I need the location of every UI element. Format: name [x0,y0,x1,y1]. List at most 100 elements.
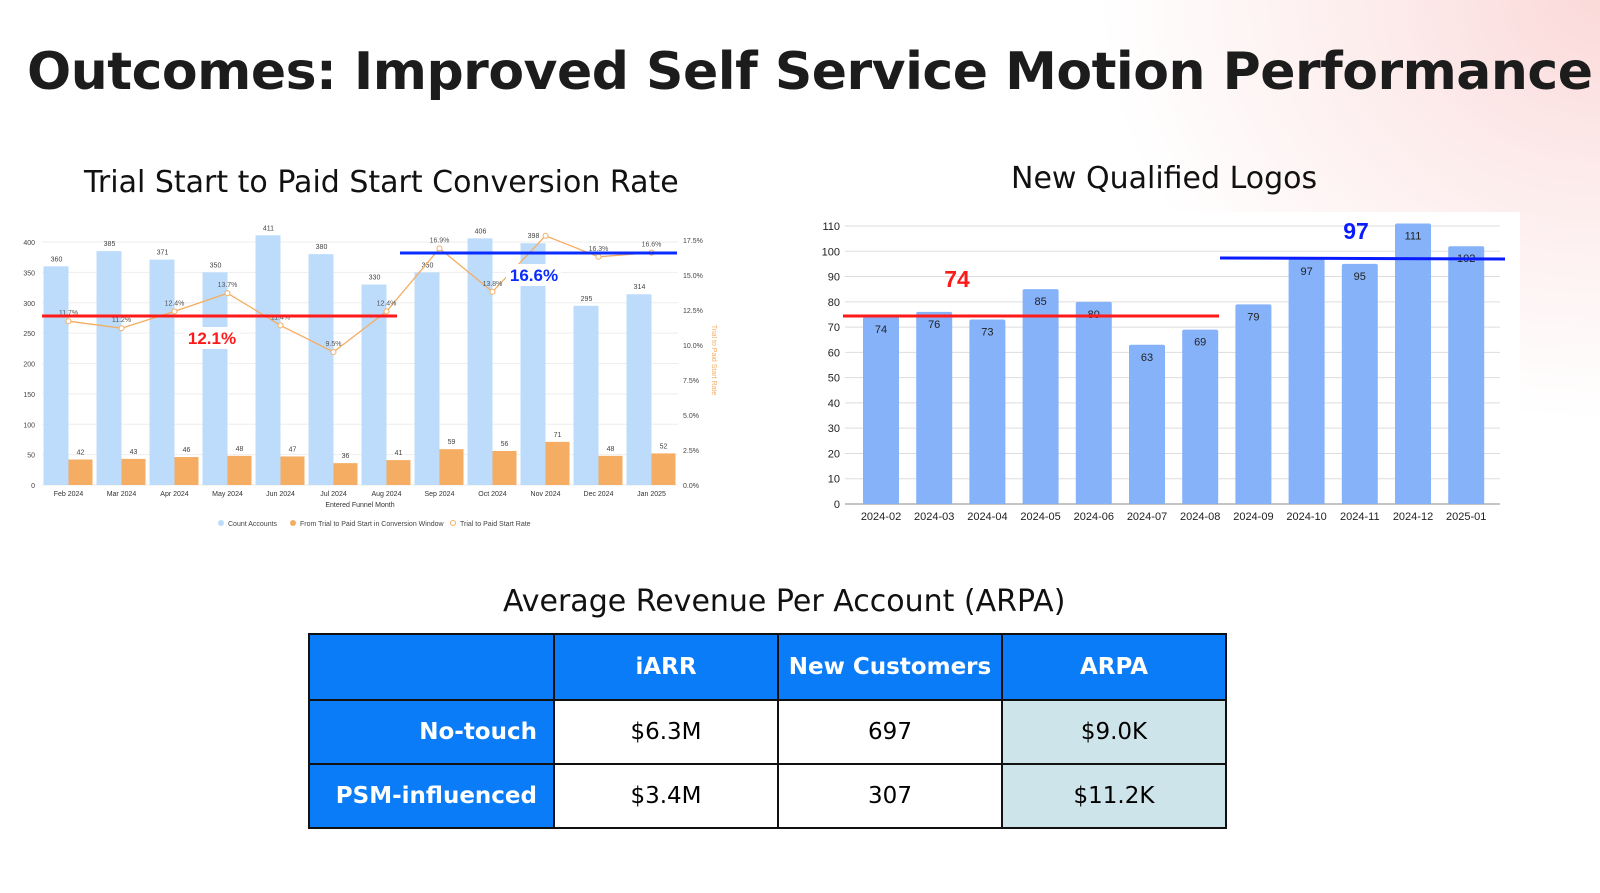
iarr-cell: $6.3M [553,699,779,765]
bar-paid-start [386,460,411,485]
y-tick-label: 50 [828,373,840,385]
bar [916,311,953,504]
legend-marker [450,520,456,526]
bar-label: 41 [395,450,403,457]
bar-label: 76 [928,319,940,331]
bar-label: 73 [981,327,993,339]
bar-paid-start [439,449,464,485]
bar-label: 47 [289,446,297,453]
rate-point [224,290,231,297]
bar-label: 350 [210,262,222,269]
y-tick-label: 200 [23,362,35,369]
logos-chart-title: New Qualified Logos [1011,161,1318,196]
annotation-bg [506,264,561,286]
x-tick-label: Sep 2024 [425,491,455,498]
avg-label-after: 97 [1343,218,1369,244]
legend-label: From Trial to Paid Start in Conversion W… [300,521,444,528]
row-label: No-touch [308,699,555,765]
new-logos-chart: 0 10 20 30 40 50 60 70 80 90 100 110 74 2024-02 76 2024… [821,218,1506,523]
bar-label: 42 [77,449,85,456]
bar-label: 314 [634,284,646,291]
conversion-rate-chart: 0 50 100 150 200 250 300 350 400 0.0% 2.5% 5.0% 7.5%… [23,225,717,528]
bar [1129,344,1165,504]
arpa-table-title: Average Revenue Per Account (ARPA) [503,584,1066,619]
y-tick-label: 250 [23,331,35,338]
x-tick-label: Jun 2024 [266,491,295,498]
x-tick-label: 2024-08 [1180,511,1220,523]
bar-label: 406 [475,228,487,235]
x-tick-label: Nov 2024 [531,491,561,498]
bar-label: 74 [875,324,887,336]
rate-label: 11.7% [59,310,78,317]
bar-label: 63 [1141,352,1153,364]
x-tick-label: 2024-10 [1286,511,1326,523]
bar [1182,329,1219,504]
x-tick-label: Dec 2024 [584,491,614,498]
x-tick-label: May 2024 [212,491,243,498]
y-tick-label: 20 [828,448,840,460]
bar [1341,263,1378,504]
bar-paid-start [492,450,517,485]
bar [1395,223,1431,505]
bar-label: 330 [369,275,381,282]
arpa-cell: $11.2K [1001,763,1227,829]
rate-label: 12.4% [165,300,185,307]
rate-point [277,322,284,329]
y-tick-label: 400 [23,240,35,247]
bar-count-accounts [255,235,281,485]
y2-tick-label: 2.5% [683,448,699,455]
bar [1448,246,1485,504]
bar-paid-start [121,458,146,485]
bar [1288,258,1325,504]
bar-label: 111 [1405,230,1422,242]
iarr-cell: $3.4M [553,763,779,829]
bar-label: 95 [1354,271,1366,283]
avg-label-before: 74 [944,266,970,292]
x-tick-label: 2024-09 [1233,511,1273,523]
legend-marker [290,520,296,526]
y2-tick-label: 15.0% [683,273,703,280]
rate-label: 16.6% [642,242,662,249]
rate-point [436,245,443,252]
bar-paid-start [227,455,252,485]
bar-label: 48 [236,446,244,453]
x-tick-label: 2024-02 [861,511,901,523]
x-tick-label: 2024-06 [1074,511,1114,523]
bar-label: 350 [422,262,434,269]
rate-point [330,349,337,355]
x-tick-label: Jul 2024 [320,491,347,498]
bar-paid-start [333,463,358,485]
bar-label: 52 [660,443,668,450]
bar-count-accounts [467,238,493,485]
bar [1075,301,1112,504]
x-tick-label: Jan 2025 [637,491,666,498]
rate-point [542,232,549,239]
bar-label: 385 [104,241,116,248]
bar-label: 360 [51,256,63,263]
rate-label: 13.7% [218,282,238,289]
bar-label: 69 [1194,337,1206,349]
x-tick-label: 2024-12 [1393,511,1433,523]
bar-label: 48 [607,446,615,453]
table-row: PSM-influenced $3.4M 307 $11.2K [308,763,1227,829]
y-tick-label: 70 [828,322,840,334]
annotation-bg [185,327,240,349]
rate-label: 16.3% [589,246,609,253]
bar-count-accounts [573,305,599,485]
avg-label-before: 12.1% [188,329,236,348]
rate-point [65,318,72,325]
header-iarr: iARR [553,633,779,701]
bar-label: 97 [1300,266,1312,278]
bar-label: 85 [1034,296,1046,308]
rate-point [489,288,496,295]
rate-label: 11.2% [112,317,131,324]
bar [863,316,899,504]
bar-label: 398 [528,233,540,240]
rate-label: 12.4% [377,300,397,307]
header-new-customers: New Customers [777,633,1003,701]
table-header-row: iARR New Customers ARPA [308,633,1227,701]
x-tick-label: 2024-03 [914,511,954,523]
header-empty [308,633,555,701]
avg-label-after: 16.6% [510,266,558,285]
bar-label: 36 [342,453,350,460]
